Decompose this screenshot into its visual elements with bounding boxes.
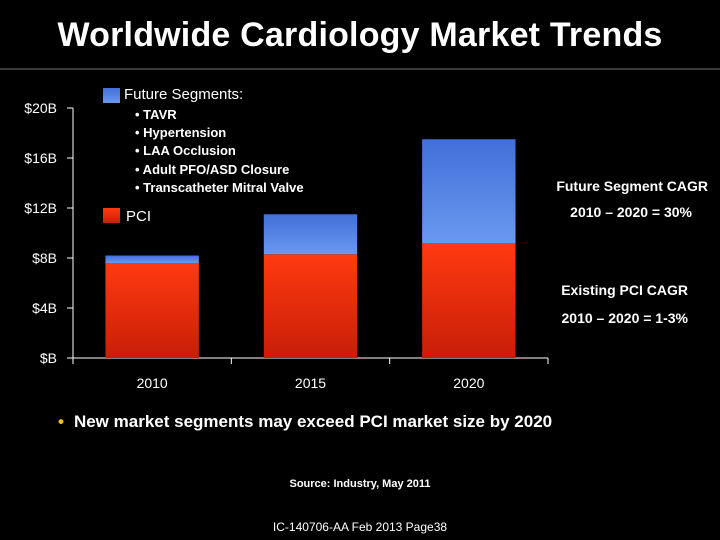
key-takeaway-text: New market segments may exceed PCI marke… (73, 412, 553, 431)
legend-item-pfo: • Adult PFO/ASD Closure (135, 162, 290, 177)
key-takeaway: • New market segments may exceed PCI mark… (58, 412, 552, 432)
legend-pci-label: PCI (126, 208, 152, 225)
x-tick-label: 2015 (295, 375, 326, 391)
source-note: Source: Industry, May 2011 (289, 478, 431, 490)
page-footer: IC-140706-AA Feb 2013 Page38 (272, 520, 448, 534)
pci-cagr-title: Existing PCI CAGR (561, 282, 688, 298)
legend-item-laa: • LAA Occlusion (135, 143, 236, 158)
legend-swatch-future (103, 88, 120, 103)
bar-pci-2010 (105, 263, 199, 358)
future-cagr-title: Future Segment CAGR (556, 178, 708, 194)
bar-pci-2020 (422, 243, 516, 358)
bar-pci-2015 (263, 254, 358, 358)
x-tick-label: 2020 (453, 375, 484, 391)
legend-swatch-pci (103, 208, 120, 223)
bar-future-segments-2020 (422, 139, 516, 243)
y-tick-label: $B (40, 350, 57, 366)
legend-item-hypertension: • Hypertension (135, 125, 227, 140)
slide-title: Worldwide Cardiology Market Trends (57, 16, 663, 54)
y-tick-label: $20B (24, 100, 57, 116)
y-tick-label: $16B (24, 150, 57, 166)
bar-future-segments-2010 (105, 255, 199, 263)
y-tick-label: $12B (24, 200, 57, 216)
future-cagr-value: 2010 – 2020 = 30% (570, 204, 692, 220)
y-tick-label: $4B (32, 300, 57, 316)
title-divider (0, 68, 720, 70)
x-tick-label: 2010 (137, 375, 168, 391)
bar-future-segments-2015 (263, 214, 358, 255)
legend-future-label: Future Segments: (124, 86, 244, 103)
legend-item-mitral: • Transcatheter Mitral Valve (135, 180, 304, 195)
y-tick-label: $8B (32, 250, 57, 266)
stacked-bar-chart: $B $4B $8B $12B $16B $20B 2010 2015 2020 (24, 88, 549, 391)
bullet-dot-icon: • (58, 412, 64, 431)
legend-item-tavr: • TAVR (135, 107, 177, 122)
pci-cagr-value: 2010 – 2020 = 1-3% (561, 310, 689, 326)
